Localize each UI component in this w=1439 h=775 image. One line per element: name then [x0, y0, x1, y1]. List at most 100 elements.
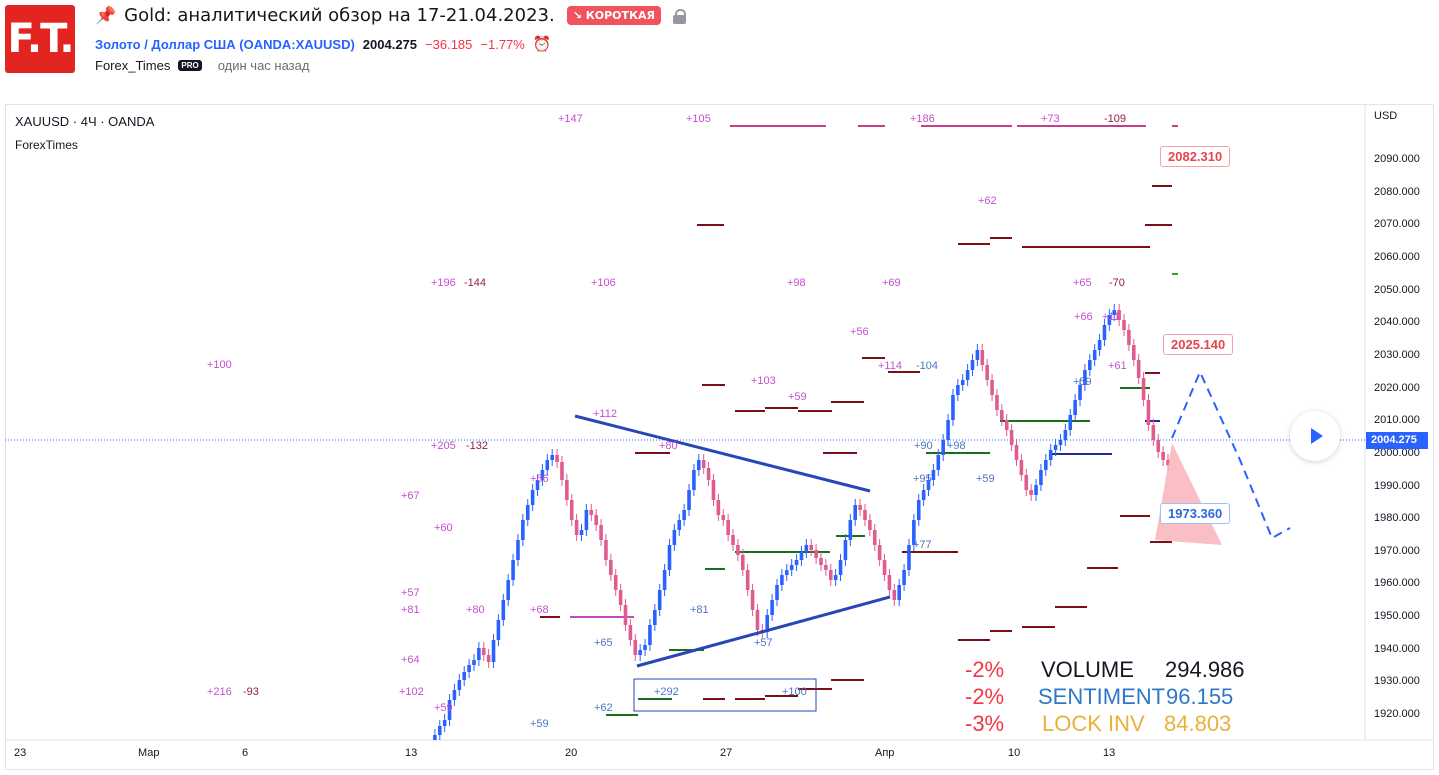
candle-body — [623, 605, 628, 625]
candle-body — [1053, 445, 1058, 450]
candle-body — [1048, 450, 1053, 460]
current-price-tag: 2004.275 — [1366, 432, 1428, 449]
target-arrow[interactable] — [1155, 443, 1222, 545]
play-replay-button[interactable] — [1290, 411, 1340, 461]
candle-body — [853, 505, 858, 520]
alarm-clock-icon[interactable]: ⏰ — [532, 36, 552, 53]
level-tag: +80 — [659, 440, 678, 452]
candle-body — [447, 700, 452, 720]
price-axis-label: 1950.000 — [1374, 610, 1420, 623]
candle-body — [941, 440, 945, 455]
idea-title-row: 📌 Gold: аналитический обзор на 17-21.04.… — [95, 5, 686, 26]
candle-body — [1097, 340, 1102, 350]
author-name[interactable]: Forex_Times — [95, 58, 171, 73]
candle-body — [936, 455, 941, 470]
candle-body — [775, 585, 779, 600]
candle-body — [555, 455, 559, 462]
candle-body — [657, 590, 662, 610]
level-tag: +81 — [690, 604, 709, 616]
level-tag: +61 — [1108, 360, 1127, 372]
candle-body — [579, 530, 584, 535]
triangle-lower-line[interactable] — [636, 595, 891, 668]
candle-body — [1000, 410, 1004, 420]
candle-body — [995, 395, 999, 410]
forextimes-logo[interactable]: F.T. — [5, 5, 75, 73]
target-high-label[interactable]: 2082.310 — [1160, 146, 1231, 167]
candle-body — [609, 560, 613, 575]
level-tag: +66 — [530, 473, 549, 485]
candle-body — [1151, 425, 1156, 440]
candle-body — [985, 365, 989, 380]
candle-body — [755, 610, 760, 630]
range-box[interactable] — [633, 678, 817, 712]
candle-body — [863, 510, 867, 520]
candle-body — [437, 726, 442, 735]
candle-body — [594, 515, 598, 525]
currency-label[interactable]: USD — [1374, 110, 1398, 122]
symbol-line: Золото / Доллар США (OANDA:XAUUSD) 2004.… — [95, 35, 552, 53]
target-mid-label[interactable]: 2025.140 — [1163, 334, 1234, 355]
candle-body — [462, 672, 467, 680]
candle-body — [545, 460, 550, 470]
candle-body — [530, 490, 535, 505]
lock-value: 84.803 — [1164, 711, 1232, 736]
candle-body — [711, 480, 716, 500]
candle-body — [521, 520, 525, 540]
symbol-link[interactable]: Золото / Доллар США (OANDA:XAUUSD) — [95, 36, 355, 52]
forecast-path[interactable] — [1171, 369, 1291, 540]
chart-frame[interactable] — [5, 104, 1434, 770]
candle-body — [433, 735, 437, 740]
price-axis-label: 2090.000 — [1374, 153, 1420, 165]
target-low-label[interactable]: 1973.360 — [1160, 503, 1231, 524]
candle-body — [780, 575, 784, 585]
triangle-upper-line[interactable] — [574, 414, 871, 493]
candle-body — [892, 590, 897, 600]
level-tag: -109 — [1104, 113, 1127, 125]
candle-body — [550, 455, 554, 460]
candle-body — [912, 520, 916, 545]
candle-body — [682, 510, 686, 520]
level-tag: +98 — [787, 277, 806, 289]
price-axis-label: 2010.000 — [1374, 414, 1420, 427]
candle-body — [716, 500, 721, 515]
candle-body — [516, 540, 520, 560]
level-tag: +100 — [782, 686, 807, 698]
candle-body — [525, 505, 530, 520]
candle-body — [457, 680, 462, 690]
candle-body — [804, 545, 809, 552]
level-tag: +59 — [1073, 376, 1092, 388]
price-axis-label: 1970.000 — [1374, 544, 1420, 557]
candle-body — [765, 615, 770, 632]
candle-body — [501, 600, 506, 620]
candle-body — [1112, 310, 1117, 315]
candle-body — [926, 480, 931, 490]
sentiment-value: 96.155 — [1166, 684, 1234, 709]
candle-body — [589, 510, 594, 515]
chart-symbol-title[interactable]: XAUUSD · 4Ч · OANDA — [15, 114, 155, 129]
symbol-price: 2004.275 — [362, 36, 418, 52]
idea-title: Gold: аналитический обзор на 17-21.04.20… — [124, 5, 555, 26]
candle-body — [872, 530, 877, 545]
level-tag: +66 — [1074, 311, 1093, 323]
candle-body — [721, 515, 726, 520]
lock-label: LOCK INV — [1042, 711, 1145, 736]
level-tag: +65 — [1073, 277, 1092, 289]
candle-body — [1107, 315, 1112, 325]
time-axis-label: Апр — [875, 747, 895, 759]
candle-body — [1004, 420, 1009, 430]
level-tag: +57 — [401, 587, 420, 599]
candle-body — [1063, 430, 1068, 440]
candle-body — [1146, 400, 1151, 425]
candle-body — [1073, 400, 1077, 415]
level-tag: -132 — [466, 440, 489, 452]
price-axis-label: 1920.000 — [1374, 708, 1420, 721]
candle-body — [486, 655, 491, 662]
level-tag: +67 — [401, 490, 420, 502]
time-axis-label: Мар — [138, 747, 160, 759]
candle-body — [956, 385, 960, 395]
candle-body — [814, 550, 818, 558]
candle-body — [1039, 470, 1043, 485]
candle-body — [643, 645, 647, 650]
indicator-name[interactable]: ForexTimes — [15, 138, 78, 152]
